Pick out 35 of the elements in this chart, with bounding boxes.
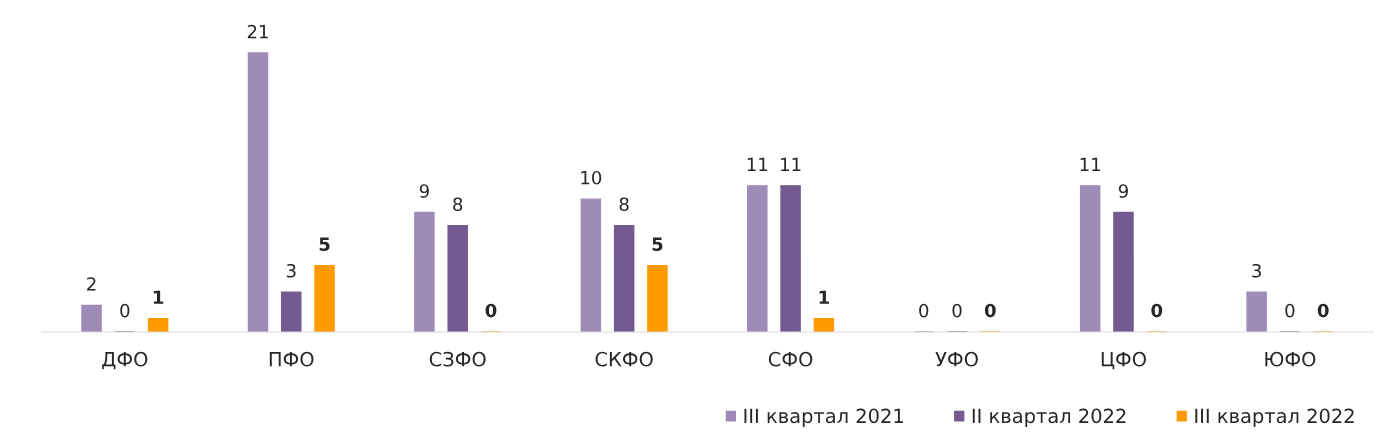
data-label: 3 — [286, 263, 296, 278]
data-label: 9 — [419, 184, 429, 198]
data-label: 1 — [153, 290, 164, 304]
data-label: 8 — [453, 197, 463, 212]
data-label: 5 — [319, 237, 330, 251]
x-tick-label: ДФО — [102, 351, 148, 370]
data-label: 0 — [984, 303, 996, 318]
data-label: 0 — [1317, 303, 1329, 318]
data-label: 9 — [1118, 184, 1128, 198]
x-tick-label: УФО — [935, 351, 978, 367]
data-label: 10 — [581, 170, 602, 185]
data-label: 0 — [485, 303, 497, 318]
data-label: 1 — [819, 290, 829, 304]
data-label: 0 — [952, 303, 962, 318]
legend-label: III квартал 2021 — [744, 408, 903, 427]
data-label: 0 — [1285, 303, 1295, 318]
data-label: 0 — [919, 303, 929, 318]
data-label: 0 — [120, 303, 130, 318]
data-label: 8 — [619, 197, 629, 212]
data-label: 11 — [781, 157, 801, 171]
data-label: 21 — [247, 24, 268, 39]
x-tick-label: ПФО — [269, 351, 314, 367]
data-label: 11 — [1080, 157, 1100, 171]
data-label: 2 — [87, 277, 96, 291]
x-tick-label: СФО — [768, 351, 813, 367]
data-label: 0 — [1151, 303, 1163, 318]
x-tick-label: СКФО — [595, 351, 653, 367]
x-tick-label: СЗФО — [429, 351, 486, 367]
data-label: 11 — [747, 157, 768, 171]
data-label: 3 — [1252, 263, 1261, 278]
x-tick-label: ЮФО — [1265, 351, 1316, 367]
legend-label: III квартал 2022 — [1195, 408, 1354, 427]
data-label: 5 — [652, 237, 663, 251]
legend-label: II квартал 2022 — [972, 408, 1126, 427]
x-tick-label: ЦФО — [1101, 351, 1146, 370]
